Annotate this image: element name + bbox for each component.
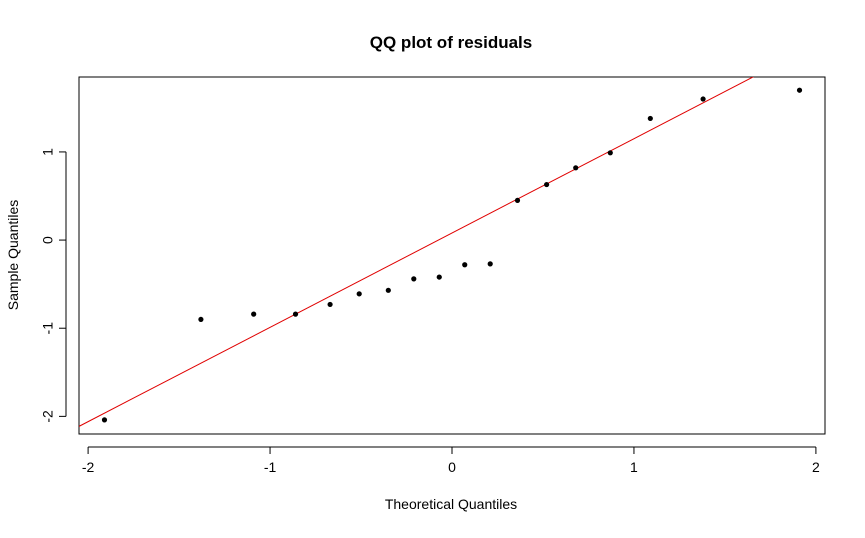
data-point (327, 301, 333, 308)
data-point (436, 274, 442, 280)
data-point (251, 311, 257, 317)
x-tick-label: 0 (448, 459, 456, 475)
x-tick-label: 2 (812, 459, 820, 475)
y-axis: -2 -1 0 1 (40, 148, 67, 423)
plot-frame (78, 76, 826, 435)
data-point (514, 197, 521, 204)
data-point (700, 96, 706, 102)
x-tick-label: 1 (630, 459, 638, 475)
data-point (292, 311, 299, 317)
y-axis-label: Sample Quantiles (5, 200, 21, 311)
data-point (356, 291, 362, 297)
data-point (607, 150, 613, 156)
y-tick-label: 1 (40, 148, 56, 156)
x-tick-label: -2 (82, 459, 95, 475)
data-point (573, 165, 579, 171)
data-point (101, 417, 108, 423)
y-tick-label: 0 (40, 236, 56, 244)
data-point (411, 276, 417, 282)
data-point (487, 261, 493, 267)
x-tick-label: -1 (264, 459, 277, 475)
points-layer (101, 87, 803, 423)
x-axis-label: Theoretical Quantiles (385, 496, 517, 512)
y-tick-label: -1 (40, 322, 56, 335)
data-point (462, 262, 468, 268)
data-point (385, 287, 391, 293)
data-point (796, 87, 803, 93)
data-point (647, 115, 653, 122)
x-axis: -2 -1 0 1 2 (82, 446, 820, 475)
data-point (198, 316, 204, 323)
y-tick-label: -2 (40, 410, 56, 423)
reference-line-layer (79, 77, 755, 427)
chart-title: QQ plot of residuals (370, 33, 532, 52)
data-point (544, 181, 550, 188)
qq-reference-line (79, 77, 755, 427)
